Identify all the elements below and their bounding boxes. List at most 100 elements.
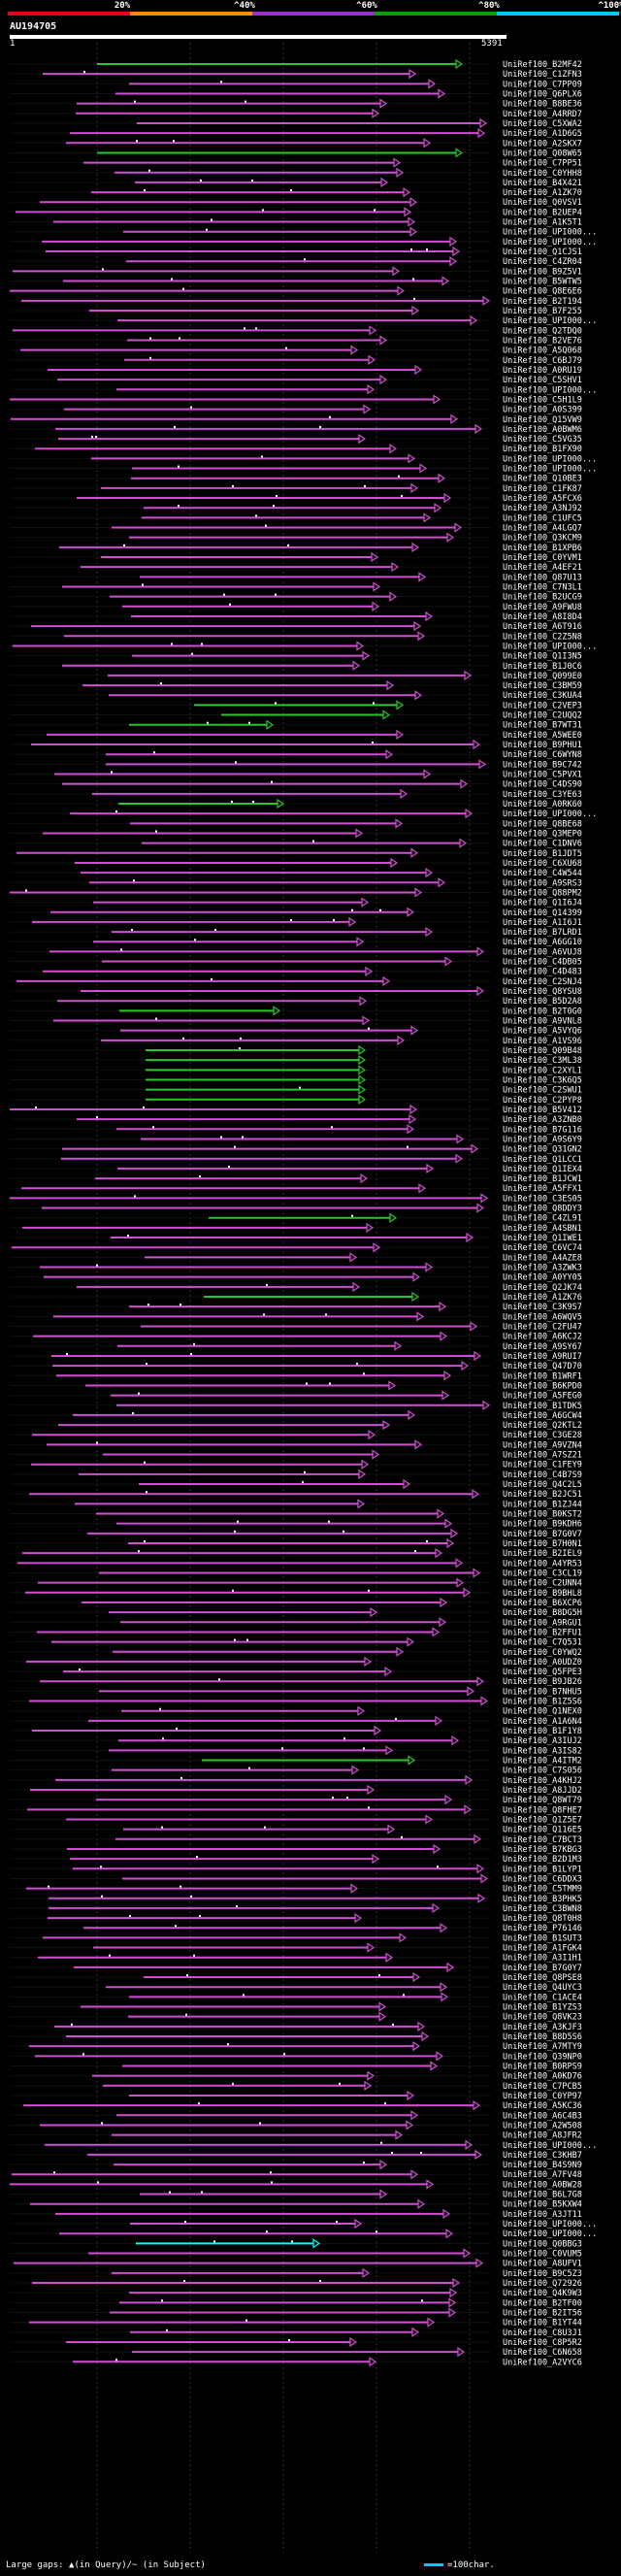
hit-row[interactable]: UniRef100_B7G116 <box>10 1124 582 1135</box>
hit-label[interactable]: UniRef100_C4DS90 <box>503 780 582 790</box>
hit-label[interactable]: UniRef100_B0KST2 <box>503 1510 582 1520</box>
hit-row[interactable]: UniRef100_UPI000... <box>10 236 597 248</box>
hit-row[interactable]: UniRef100_A0KD76 <box>10 2070 582 2082</box>
hit-row[interactable]: UniRef100_C3KHB7 <box>10 2149 582 2161</box>
hit-row[interactable]: UniRef100_B7G0Y7 <box>10 1962 582 1973</box>
hit-label[interactable]: UniRef100_Q2KTL2 <box>503 1421 582 1431</box>
hit-row[interactable]: UniRef100_C0YWQ2 <box>10 1646 582 1658</box>
hit-label[interactable]: UniRef100_A8JJD2 <box>503 1786 582 1796</box>
hit-label[interactable]: UniRef100_UPI000... <box>503 2141 597 2151</box>
hit-row[interactable]: UniRef100_B3PHK5 <box>10 1893 582 1904</box>
hit-label[interactable]: UniRef100_A9SY67 <box>503 1342 582 1352</box>
hit-label[interactable]: UniRef100_A5VYQ6 <box>503 1027 582 1037</box>
hit-label[interactable]: UniRef100_C3CL19 <box>503 1569 582 1578</box>
hit-row[interactable]: UniRef100_B9KDH6 <box>10 1518 582 1530</box>
hit-label[interactable]: UniRef100_A0BW28 <box>503 2180 582 2190</box>
hit-row[interactable]: UniRef100_B5WTW5 <box>10 276 582 287</box>
hit-row[interactable]: UniRef100_B1LYP1 <box>10 1864 582 1874</box>
hit-row[interactable]: UniRef100_A2VYC6 <box>10 2357 582 2367</box>
hit-row[interactable]: UniRef100_A0RU19 <box>10 364 582 376</box>
hit-row[interactable]: UniRef100_Q39NP0 <box>10 2051 582 2062</box>
hit-label[interactable]: UniRef100_B7H0N1 <box>503 1539 582 1549</box>
hit-row[interactable]: UniRef100_Q1IWE1 <box>10 1232 582 1243</box>
hit-row[interactable]: UniRef100_C1UFC5 <box>10 512 582 523</box>
hit-label[interactable]: UniRef100_C5PVX1 <box>503 771 582 780</box>
hit-row[interactable]: UniRef100_A2SKX7 <box>10 138 582 149</box>
hit-label[interactable]: UniRef100_C6BJ79 <box>503 356 582 366</box>
hit-label[interactable]: UniRef100_A2SKX7 <box>503 139 582 149</box>
hit-row[interactable]: UniRef100_UPI000... <box>10 226 597 238</box>
hit-row[interactable]: UniRef100_P76146 <box>10 1923 582 1933</box>
hit-label[interactable]: UniRef100_B7G0Y7 <box>503 1964 582 1973</box>
hit-label[interactable]: UniRef100_C7PCB5 <box>503 2082 582 2092</box>
hit-label[interactable]: UniRef100_UPI000... <box>503 2220 597 2229</box>
hit-row[interactable]: UniRef100_A1D6G5 <box>10 127 582 139</box>
hit-row[interactable]: UniRef100_Q88PM2 <box>10 887 582 898</box>
hit-label[interactable]: UniRef100_B2UEP4 <box>503 208 582 217</box>
hit-row[interactable]: UniRef100_A6KCJ2 <box>10 1331 582 1342</box>
hit-label[interactable]: UniRef100_A1I6J1 <box>503 918 582 928</box>
hit-row[interactable]: UniRef100_B0KST2 <box>10 1508 582 1520</box>
hit-row[interactable]: UniRef100_B2IT56 <box>10 2307 582 2318</box>
hit-row[interactable]: UniRef100_B2TF00 <box>10 2297 582 2308</box>
hit-label[interactable]: UniRef100_UPI000... <box>503 465 597 475</box>
hit-row[interactable]: UniRef100_B1XPB6 <box>10 542 582 553</box>
hit-label[interactable]: UniRef100_Q099E0 <box>503 672 582 681</box>
hit-row[interactable]: UniRef100_UPI000... <box>10 453 597 464</box>
hit-label[interactable]: UniRef100_C2SNJ4 <box>503 977 582 987</box>
hit-row[interactable]: UniRef100_C3KUA4 <box>10 690 582 701</box>
hit-label[interactable]: UniRef100_A9VZN4 <box>503 1440 582 1450</box>
hit-row[interactable]: UniRef100_A0RK60 <box>10 798 582 809</box>
hit-row[interactable]: UniRef100_C7S056 <box>10 1765 582 1776</box>
hit-row[interactable]: UniRef100_B1JCW1 <box>10 1172 582 1184</box>
hit-row[interactable]: UniRef100_A6T916 <box>10 620 582 632</box>
hit-label[interactable]: UniRef100_A2VYC6 <box>503 2358 582 2367</box>
hit-row[interactable]: UniRef100_C3BM59 <box>10 679 582 691</box>
hit-row[interactable]: UniRef100_Q0BBG3 <box>10 2238 582 2249</box>
hit-row[interactable]: UniRef100_B6L7G8 <box>10 2189 582 2200</box>
hit-label[interactable]: UniRef100_C5TMM9 <box>503 1885 582 1895</box>
hit-label[interactable]: UniRef100_A0RU19 <box>503 366 582 376</box>
hit-row[interactable]: UniRef100_Q116E5 <box>10 1824 582 1835</box>
hit-label[interactable]: UniRef100_A9FWU8 <box>503 603 582 612</box>
hit-label[interactable]: UniRef100_C1UFC5 <box>503 513 582 523</box>
hit-label[interactable]: UniRef100_C4B7S9 <box>503 1470 582 1480</box>
hit-label[interactable]: UniRef100_Q88PM2 <box>503 888 582 898</box>
hit-row[interactable]: UniRef100_C2Z5N8 <box>10 631 582 642</box>
hit-label[interactable]: UniRef100_A9S6Y9 <box>503 1135 582 1144</box>
hit-row[interactable]: UniRef100_A0S399 <box>10 404 582 415</box>
hit-row[interactable]: UniRef100_C6XU68 <box>10 857 582 869</box>
hit-row[interactable]: UniRef100_A2W508 <box>10 2120 582 2130</box>
hit-label[interactable]: UniRef100_A6KCJ2 <box>503 1333 582 1342</box>
hit-label[interactable]: UniRef100_C3YE63 <box>503 790 582 800</box>
hit-row[interactable]: UniRef100_B1JDT5 <box>10 847 582 859</box>
hit-label[interactable]: UniRef100_Q5FPE3 <box>503 1668 582 1677</box>
hit-row[interactable]: UniRef100_B4S9N9 <box>10 2159 582 2170</box>
hit-label[interactable]: UniRef100_A8JFR2 <box>503 2131 582 2141</box>
hit-row[interactable]: UniRef100_A9SY67 <box>10 1340 582 1352</box>
hit-row[interactable]: UniRef100_B1FX90 <box>10 444 582 454</box>
hit-label[interactable]: UniRef100_A4KHJ2 <box>503 1776 582 1786</box>
hit-label[interactable]: UniRef100_A3KJF3 <box>503 2023 582 2032</box>
hit-row[interactable]: UniRef100_B1SUT3 <box>10 1932 582 1943</box>
hit-row[interactable]: UniRef100_A8JJD2 <box>10 1784 582 1796</box>
hit-row[interactable]: UniRef100_C0YVM1 <box>10 551 582 563</box>
hit-label[interactable]: UniRef100_UPI000... <box>503 316 597 326</box>
hit-label[interactable]: UniRef100_A7SZ21 <box>503 1451 582 1461</box>
hit-label[interactable]: UniRef100_A6WQV5 <box>503 1312 582 1322</box>
hit-row[interactable]: UniRef100_Q6PLX6 <box>10 88 582 99</box>
hit-row[interactable]: UniRef100_B2T0G0 <box>10 1006 582 1016</box>
hit-row[interactable]: UniRef100_B2UEP4 <box>10 207 582 217</box>
hit-row[interactable]: UniRef100_A3JT11 <box>10 2208 582 2220</box>
hit-label[interactable]: UniRef100_Q87U13 <box>503 573 582 582</box>
hit-label[interactable]: UniRef100_A3IS82 <box>503 1746 582 1756</box>
hit-row[interactable]: UniRef100_B0RPS9 <box>10 2061 582 2071</box>
hit-row[interactable]: UniRef100_UPI000... <box>10 809 597 819</box>
hit-label[interactable]: UniRef100_B1WRF1 <box>503 1371 582 1381</box>
hit-row[interactable]: UniRef100_Q08W65 <box>10 148 582 158</box>
hit-row[interactable]: UniRef100_A6WQV5 <box>10 1311 582 1322</box>
hit-row[interactable]: UniRef100_A8JFR2 <box>10 2130 582 2141</box>
hit-label[interactable]: UniRef100_A5FFX1 <box>503 1184 582 1194</box>
hit-row[interactable]: UniRef100_B9JB26 <box>10 1676 582 1687</box>
hit-row[interactable]: UniRef100_Q1LCC1 <box>10 1153 582 1165</box>
